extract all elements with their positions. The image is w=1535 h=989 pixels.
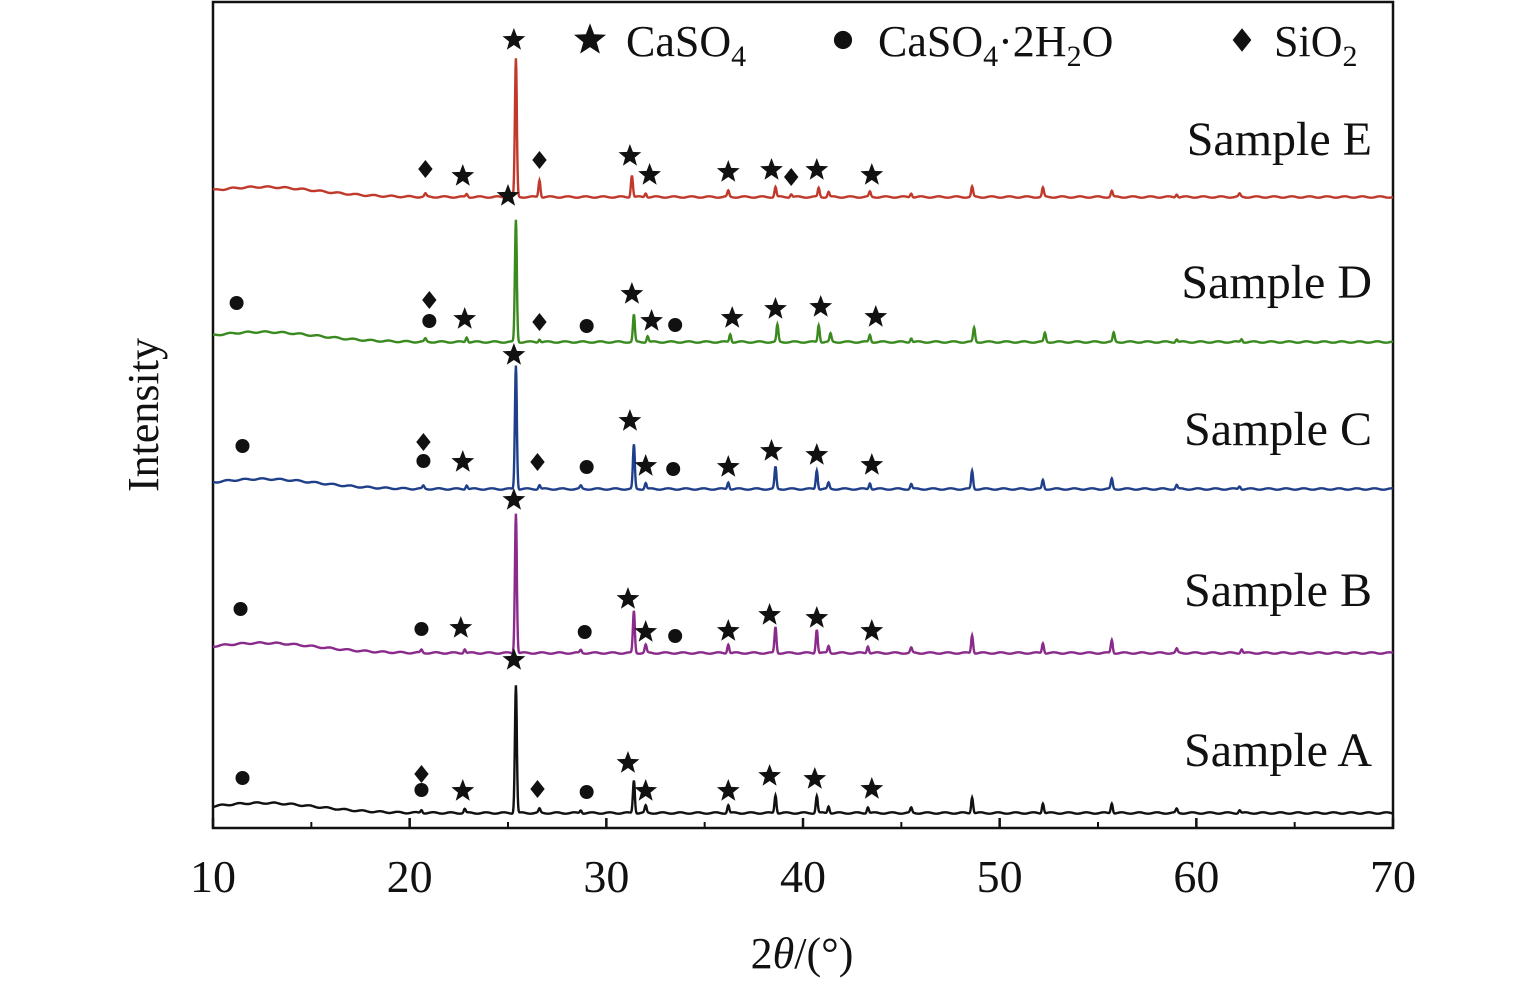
circle-phase-marker bbox=[233, 602, 248, 616]
x-tick-label: 70 bbox=[1370, 851, 1416, 902]
circle-phase-marker bbox=[235, 771, 250, 785]
phase-markers bbox=[229, 28, 888, 801]
traces bbox=[212, 58, 1394, 815]
star-phase-marker bbox=[758, 603, 781, 625]
star-phase-marker bbox=[803, 767, 827, 789]
circle-phase-marker bbox=[235, 439, 250, 453]
x-axis-ticks: 10 20 30 40 50 60 70 bbox=[190, 818, 1416, 902]
diamond-phase-marker bbox=[416, 433, 431, 451]
x-axis-title: 2θ/(°) bbox=[751, 929, 854, 978]
star-phase-marker bbox=[638, 163, 661, 185]
star-phase-marker bbox=[860, 163, 884, 185]
trace-sample-b bbox=[213, 513, 1394, 655]
trace-sample-c bbox=[213, 365, 1393, 491]
sample-labels: Sample E Sample D Sample C Sample B Sample A bbox=[1181, 113, 1372, 777]
star-phase-marker bbox=[716, 455, 740, 477]
star-phase-marker bbox=[716, 160, 740, 182]
star-phase-marker bbox=[809, 295, 833, 317]
x-tick-label: 50 bbox=[977, 851, 1023, 902]
y-axis-title: Intensity bbox=[119, 338, 168, 492]
circle-phase-marker bbox=[416, 454, 431, 468]
diamond-phase-marker bbox=[784, 168, 799, 186]
sample-label: Sample E bbox=[1187, 113, 1372, 166]
diamond-phase-marker bbox=[530, 453, 545, 471]
star-phase-marker bbox=[805, 443, 829, 465]
legend: CaSO4 CaSO4·2H2O SiO2 bbox=[574, 17, 1357, 73]
circle-phase-marker bbox=[579, 319, 594, 333]
star-phase-marker bbox=[634, 779, 658, 801]
star-phase-marker bbox=[449, 616, 473, 638]
circle-phase-marker bbox=[666, 462, 681, 476]
star-phase-marker bbox=[864, 305, 888, 327]
star-phase-marker bbox=[616, 751, 640, 773]
star-phase-marker bbox=[451, 450, 475, 472]
star-phase-marker bbox=[716, 779, 740, 801]
star-phase-marker bbox=[805, 158, 829, 180]
sample-label: Sample B bbox=[1184, 564, 1372, 617]
star-phase-marker bbox=[502, 28, 526, 50]
star-phase-marker bbox=[451, 164, 475, 186]
star-phase-marker bbox=[860, 777, 884, 799]
star-phase-marker bbox=[618, 409, 642, 431]
circle-phase-marker bbox=[414, 783, 429, 797]
star-phase-marker bbox=[502, 488, 526, 510]
star-phase-marker bbox=[640, 309, 663, 331]
star-phase-marker bbox=[860, 619, 884, 641]
circle-phase-marker bbox=[577, 625, 592, 639]
star-legend-icon bbox=[574, 23, 606, 54]
x-tick-label: 30 bbox=[583, 851, 629, 902]
star-phase-marker bbox=[760, 158, 783, 180]
diamond-phase-marker bbox=[532, 151, 547, 169]
star-phase-marker bbox=[616, 587, 640, 609]
star-phase-marker bbox=[453, 307, 477, 329]
legend-label: SiO2 bbox=[1274, 17, 1357, 73]
circle-phase-marker bbox=[668, 629, 683, 643]
diamond-phase-marker bbox=[532, 313, 547, 331]
star-phase-marker bbox=[620, 282, 644, 304]
x-tick-label: 60 bbox=[1173, 851, 1219, 902]
star-phase-marker bbox=[496, 184, 520, 206]
trace-sample-d bbox=[213, 219, 1394, 344]
star-phase-marker bbox=[618, 144, 642, 166]
diamond-phase-marker bbox=[418, 160, 433, 178]
circle-phase-marker bbox=[579, 785, 594, 799]
diamond-phase-marker bbox=[530, 780, 545, 798]
diamond-legend-icon bbox=[1232, 28, 1252, 52]
circle-phase-marker bbox=[229, 296, 244, 310]
star-phase-marker bbox=[760, 439, 783, 461]
circle-phase-marker bbox=[579, 460, 594, 474]
circle-phase-marker bbox=[422, 314, 437, 328]
star-phase-marker bbox=[720, 306, 744, 328]
star-phase-marker bbox=[451, 779, 475, 801]
star-phase-marker bbox=[502, 343, 526, 365]
legend-label: CaSO4·2H2O bbox=[878, 17, 1113, 73]
circle-phase-marker bbox=[414, 622, 429, 636]
star-phase-marker bbox=[805, 606, 829, 628]
star-phase-marker bbox=[634, 454, 658, 476]
circle-legend-icon bbox=[833, 30, 853, 50]
x-tick-label: 20 bbox=[387, 851, 433, 902]
x-tick-label: 40 bbox=[780, 851, 826, 902]
diamond-phase-marker bbox=[414, 765, 429, 783]
star-phase-marker bbox=[502, 648, 526, 670]
sample-label: Sample D bbox=[1181, 256, 1372, 309]
star-phase-marker bbox=[758, 764, 781, 786]
sample-label: Sample A bbox=[1184, 724, 1372, 777]
trace-sample-a bbox=[213, 685, 1394, 815]
circle-phase-marker bbox=[668, 318, 683, 332]
star-phase-marker bbox=[634, 620, 658, 642]
sample-label: Sample C bbox=[1184, 403, 1372, 456]
star-phase-marker bbox=[716, 619, 740, 641]
trace-sample-e bbox=[212, 58, 1394, 199]
diamond-phase-marker bbox=[422, 291, 437, 309]
star-phase-marker bbox=[764, 297, 787, 319]
star-phase-marker bbox=[860, 453, 884, 475]
x-tick-label: 10 bbox=[190, 851, 236, 902]
legend-label: CaSO4 bbox=[626, 17, 746, 73]
